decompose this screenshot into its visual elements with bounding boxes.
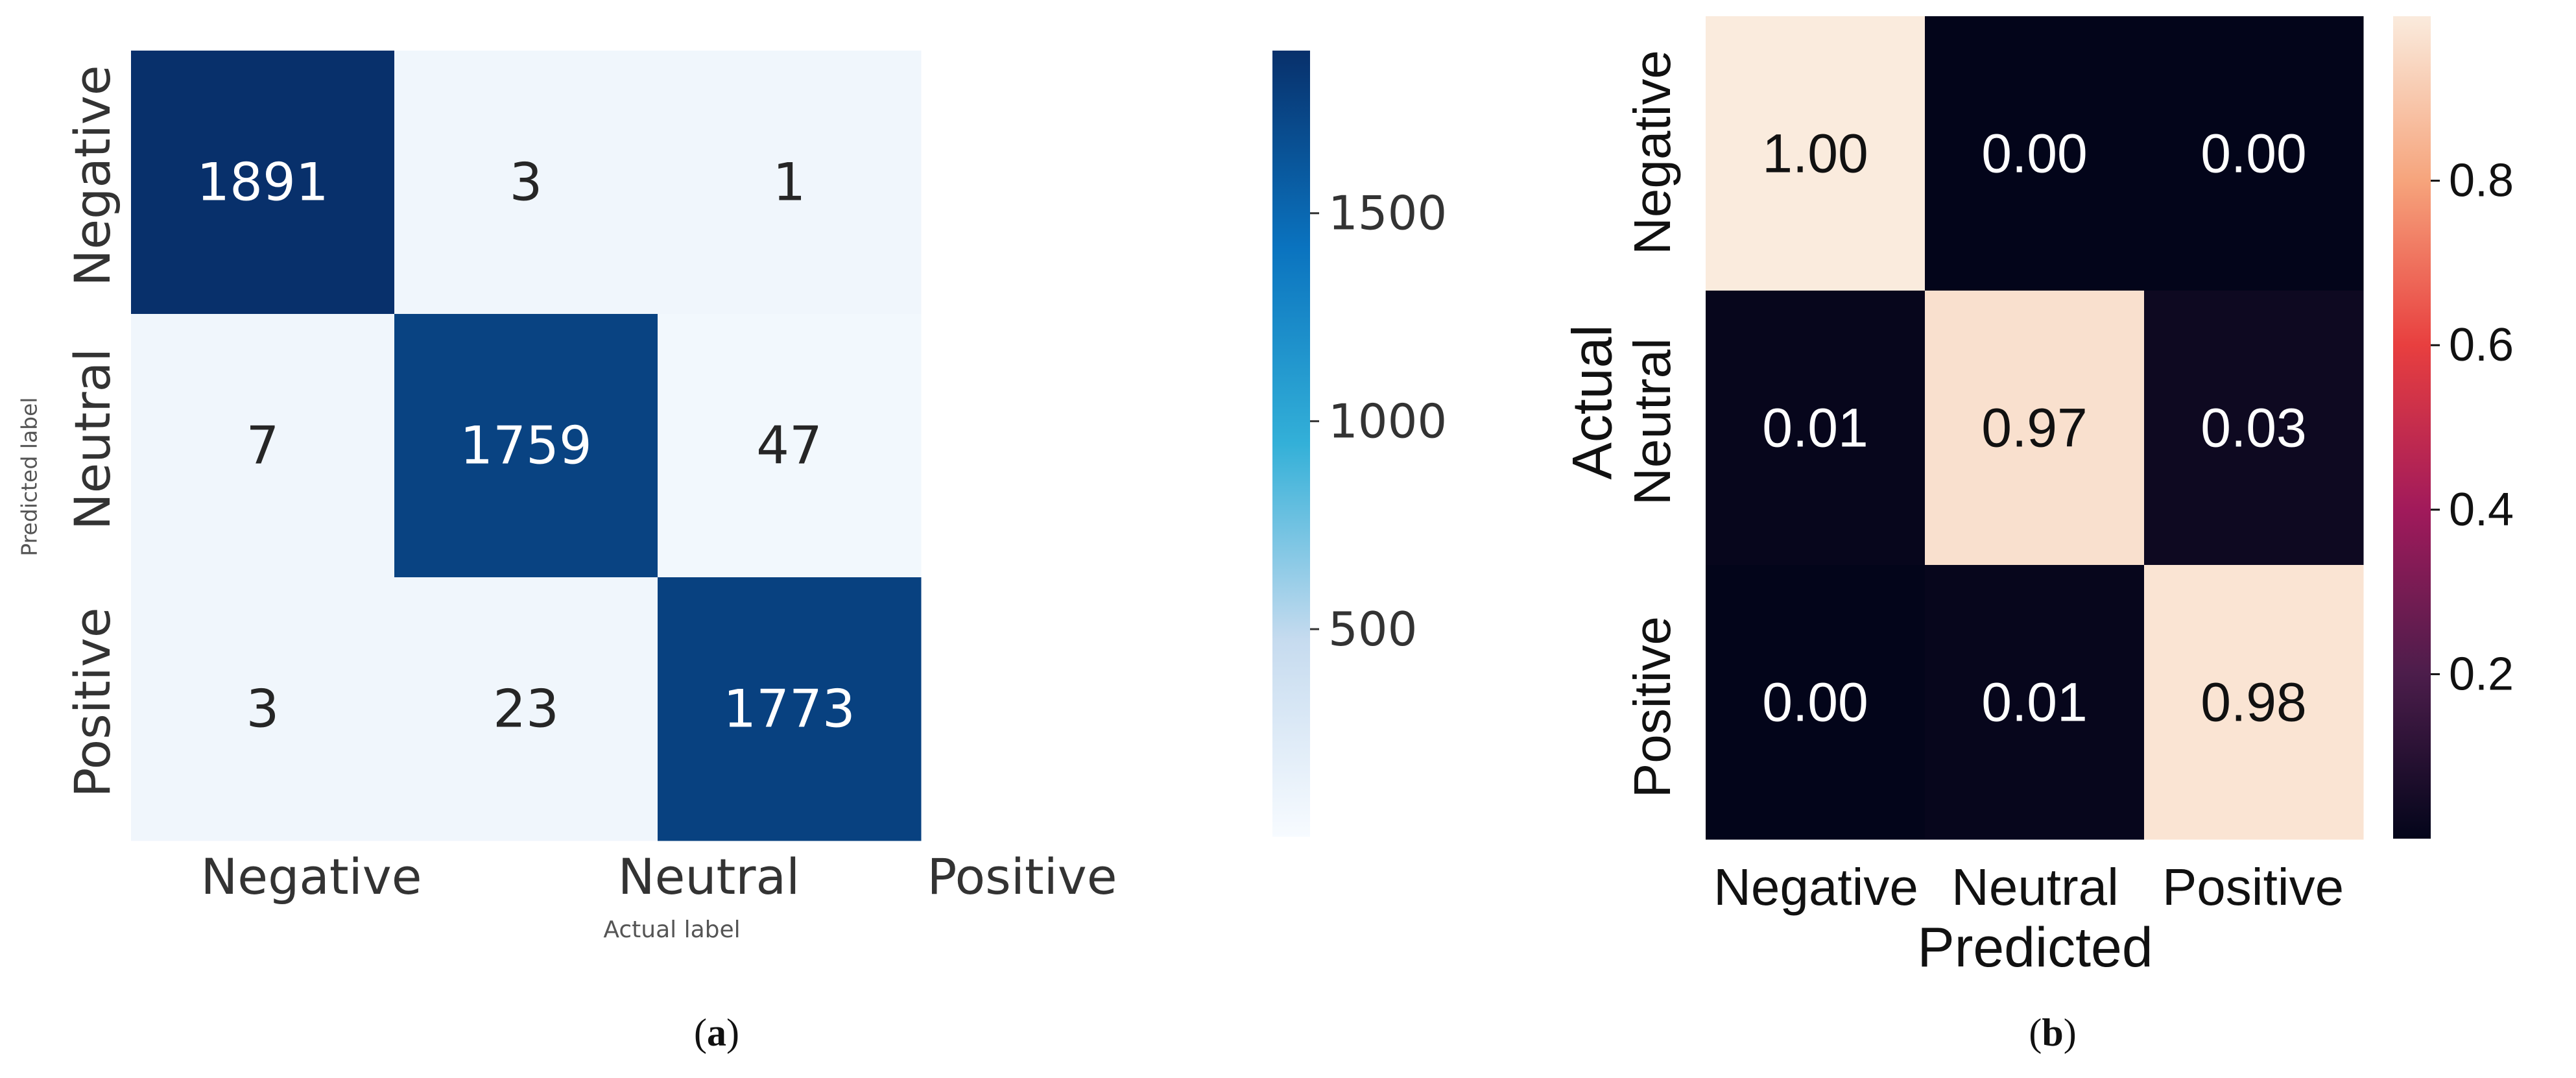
panel-a-cell-neutral-neutral — [394, 314, 658, 578]
panel-b-cells — [1706, 16, 2364, 840]
caption-a-paren-open: ( — [694, 1011, 707, 1054]
panel-b-colorbar-tick-label: 0.8 — [2449, 155, 2514, 207]
panel-b-cell-neutral-negative — [1706, 291, 1926, 566]
panel-a-colorbar-tick-label: 1500 — [1328, 186, 1447, 241]
panel-b-ytick-negative: Negative — [1623, 50, 1681, 255]
panel-a-cell-negative-neutral — [394, 51, 658, 315]
panel-a-confusion-matrix: 1891 3 1 7 1759 47 3 23 1773 Negative Neutral Po… — [17, 51, 1447, 943]
panel-a-xtick-positive: Positive — [927, 848, 1117, 905]
panel-b-cell-value-neutral-negative: 0.01 — [1762, 398, 1868, 459]
panel-b-cell-positive-neutral — [1925, 565, 2145, 840]
panel-b-cell-value-neutral-neutral: 0.97 — [1981, 398, 2088, 459]
panel-b-colorbar — [2393, 16, 2431, 839]
panel-b-xlabel: Predicted — [1917, 916, 2153, 979]
panel-b-cell-neutral-positive — [2144, 291, 2364, 566]
panel-a-cell-negative-positive — [658, 51, 922, 315]
panel-a-cells — [131, 51, 922, 841]
panel-a-cell-neutral-positive — [658, 314, 922, 578]
panel-b-cell-neutral-neutral — [1925, 291, 2145, 566]
caption-b-letter: b — [2042, 1011, 2063, 1054]
panel-a-cell-labels: 1891 3 1 7 1759 47 3 23 1773 — [197, 152, 855, 739]
panel-b-cell-positive-positive — [2144, 565, 2364, 840]
panel-a-xtick-negative: Negative — [200, 848, 422, 905]
panel-a-cell-value-neutral-positive: 47 — [756, 416, 822, 476]
panel-b-cell-positive-negative — [1706, 565, 1926, 840]
panel-a-cell-neutral-negative — [131, 314, 395, 578]
panel-a-cell-value-positive-neutral: 23 — [493, 679, 559, 739]
panel-b-colorbar-ticks: 0.2 0.4 0.6 0.8 — [2431, 155, 2514, 700]
panel-b-cell-value-positive-positive: 0.98 — [2200, 672, 2307, 733]
panel-b-colorbar-tick-label: 0.2 — [2449, 648, 2514, 700]
panel-a-cell-positive-negative — [131, 577, 395, 841]
panel-b-xtick-negative: Negative — [1713, 858, 1918, 916]
panel-a-colorbar-tick-label: 500 — [1328, 602, 1417, 656]
panel-a-xlabel: Actual label — [603, 916, 740, 943]
caption-b-paren-close: ) — [2064, 1011, 2077, 1054]
panel-a-colorbar — [1272, 51, 1310, 837]
panel-a-cell-value-negative-negative: 1891 — [197, 152, 329, 213]
panel-b-ylabel: Actual — [1562, 324, 1624, 479]
panel-a-ytick-positive: Positive — [64, 608, 121, 798]
panel-b-cell-value-negative-negative: 1.00 — [1762, 123, 1868, 184]
panel-b-cell-negative-negative — [1706, 16, 1926, 291]
panel-a-cell-positive-neutral — [394, 577, 658, 841]
panel-b-cell-labels: 1.00 0.00 0.00 0.01 0.97 0.03 0.00 0.01 0.98 — [1762, 123, 2307, 733]
caption-a: (a) — [694, 1011, 739, 1054]
panel-a-cell-value-positive-positive: 1773 — [723, 679, 855, 739]
panel-b-xtick-positive: Positive — [2162, 858, 2344, 916]
panel-b-cell-value-positive-negative: 0.00 — [1762, 672, 1868, 733]
panel-a-cell-positive-positive — [658, 577, 922, 841]
panel-b-colorbar-tick-label: 0.6 — [2449, 319, 2514, 371]
panel-a-cell-value-negative-positive: 1 — [773, 152, 806, 213]
panel-b-xtick-neutral: Neutral — [1951, 858, 2119, 916]
panel-a-ytick-negative: Negative — [64, 65, 121, 286]
panel-b-ytick-positive: Positive — [1623, 616, 1681, 798]
panel-b-normalized-matrix: 1.00 0.00 0.00 0.01 0.97 0.03 0.00 0.01 0.98 Neg… — [1562, 16, 2514, 979]
caption-a-letter: a — [707, 1011, 726, 1054]
panel-b-cell-value-positive-neutral: 0.01 — [1981, 672, 2088, 733]
panel-a-cell-value-positive-negative: 3 — [246, 679, 280, 739]
panel-a-cell-negative-negative — [131, 51, 395, 315]
panel-b-cell-negative-positive — [2144, 16, 2364, 291]
panel-b-cell-value-negative-neutral: 0.00 — [1981, 123, 2088, 184]
panel-a-ytick-neutral: Neutral — [64, 348, 121, 531]
panel-b-cell-negative-neutral — [1925, 16, 2145, 291]
panel-b-cell-value-neutral-positive: 0.03 — [2200, 398, 2307, 459]
panel-b-colorbar-tick-label: 0.4 — [2449, 484, 2514, 536]
panel-a-cell-value-negative-neutral: 3 — [510, 152, 543, 213]
panel-a-colorbar-ticks: 500 1000 1500 — [1310, 186, 1447, 656]
caption-b-paren-open: ( — [2029, 1011, 2042, 1054]
panel-a-ylabel: Predicted label — [17, 397, 42, 556]
caption-b: (b) — [2029, 1011, 2076, 1054]
panel-b-ytick-neutral: Neutral — [1623, 338, 1681, 505]
caption-a-paren-close: ) — [726, 1011, 739, 1054]
panel-b-cell-value-negative-positive: 0.00 — [2200, 123, 2307, 184]
panel-a-cell-value-neutral-neutral: 1759 — [460, 416, 592, 476]
panel-a-xtick-neutral: Neutral — [618, 848, 800, 905]
panel-a-cell-value-neutral-negative: 7 — [246, 416, 280, 476]
panel-a-colorbar-tick-label: 1000 — [1328, 394, 1447, 448]
